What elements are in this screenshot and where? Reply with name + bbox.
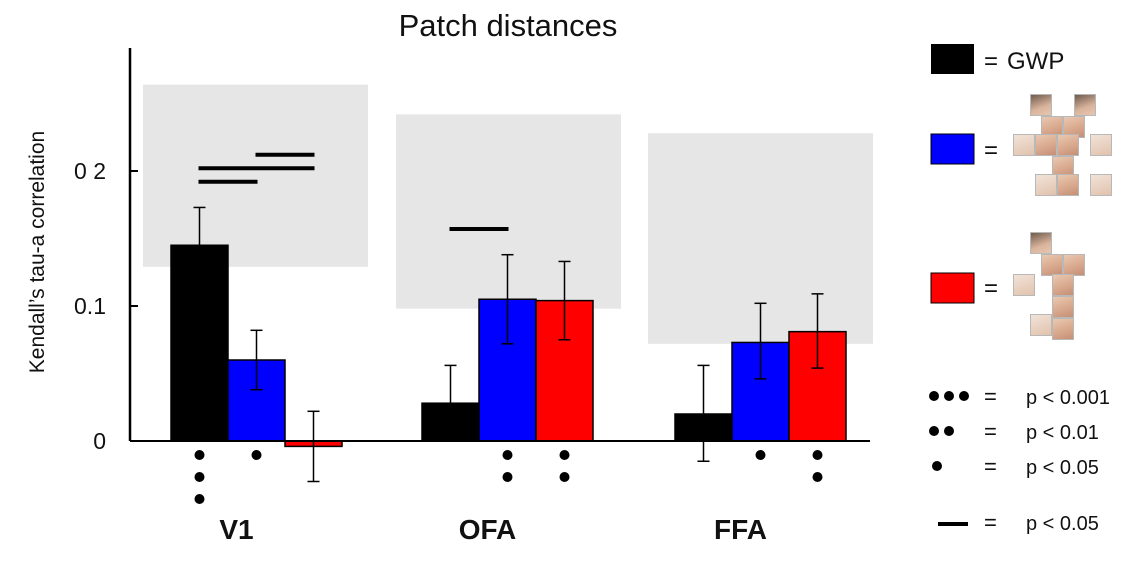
sig-dot-v1-0-2 [194,494,205,504]
legend-label-gwp: GWP [1007,48,1064,75]
legend-equals-gwp: = [984,48,998,75]
sig-dot-v1-1-0 [251,450,262,460]
legend-swatch-red [930,272,975,304]
category-label-v1: V1 [219,514,253,545]
category-label-ffa: FFA [714,514,767,545]
legend-sig-dot-0-0 [929,391,939,401]
legend-sig-equals-2: = [984,454,997,479]
noise-ceiling-v1 [143,84,368,267]
legend-sig-label-1: p < 0.01 [1026,422,1099,444]
chart-title: Patch distances [399,8,618,43]
face-patches-subset-icon [1013,232,1113,342]
y-tick-label-0: 0 [93,428,106,454]
sig-dot-ofa-2-1 [559,472,570,482]
legend-equals-line: = [984,510,997,535]
legend-sig-dot-1-0 [929,426,939,436]
legend-sig-dot-1-1 [944,426,954,436]
sig-dot-ofa-1-1 [502,472,513,482]
sig-dot-ffa-2-1 [812,472,823,482]
legend-sig-dot-0-1 [944,391,954,401]
legend-equals-red: = [984,275,998,302]
y-tick-label-0.2: 0 2 [74,158,106,184]
legend-sig-label-2: p < 0.05 [1026,457,1099,479]
sig-dot-ffa-2-0 [812,450,823,460]
face-patches-all-icon [1013,94,1113,200]
noise-ceiling-ofa [396,114,621,309]
legend-line-swatch [938,522,968,526]
legend-sig-equals-0: = [984,384,997,409]
y-axis-label: Kendall’s tau-a correlation [26,131,49,373]
legend-swatch-blue [930,133,975,165]
y-tick-label-0.1: 0.1 [74,293,106,319]
legend-line-label: p < 0.05 [1026,513,1099,535]
sig-dot-ofa-1-0 [502,450,513,460]
legend-sig-equals-1: = [984,419,997,444]
sig-dot-ffa-1-0 [755,450,766,460]
category-label-ofa: OFA [459,514,517,545]
sig-dot-ofa-2-0 [559,450,570,460]
legend-sig-label-0: p < 0.001 [1026,387,1110,409]
sig-dot-v1-0-0 [194,450,205,460]
legend-sig-dot-0-2 [959,391,969,401]
legend-sig-dot-2-0 [932,461,942,471]
legend-equals-blue: = [984,137,998,164]
sig-dot-v1-0-1 [194,472,205,482]
legend-swatch-gwp [931,44,974,74]
